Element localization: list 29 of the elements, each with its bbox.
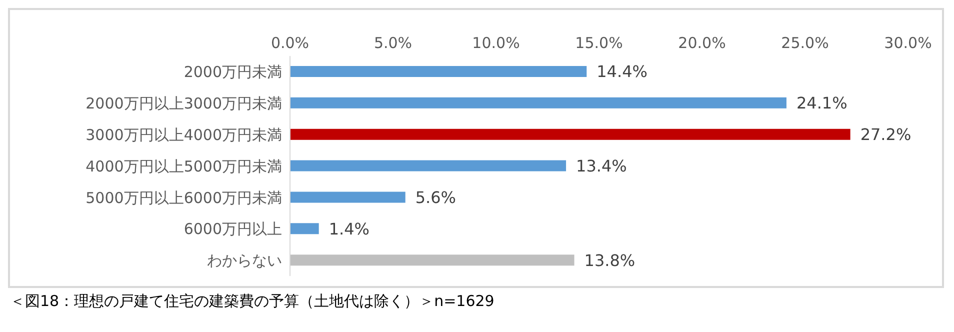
- x-tick-label: 10.0%: [472, 34, 520, 52]
- y-tick-label: 4000万円以上5000万円未満: [86, 157, 282, 176]
- x-tick-label: 25.0%: [781, 34, 829, 52]
- y-tick-label: 3000万円以上4000万円未満: [86, 126, 282, 144]
- data-label: 14.4%: [596, 62, 648, 82]
- data-label: 27.2%: [860, 125, 912, 144]
- y-tick-label: 5000万円以上6000万円未満: [86, 188, 282, 207]
- bar: [290, 254, 574, 266]
- data-label: 1.4%: [328, 219, 370, 238]
- y-tick-label: わからない: [207, 252, 282, 270]
- data-label: 13.4%: [576, 156, 627, 176]
- data-label: 13.8%: [584, 250, 636, 270]
- data-label: 24.1%: [796, 94, 848, 113]
- x-tick-label: 30.0%: [884, 34, 932, 52]
- x-tick-label: 5.0%: [374, 34, 412, 52]
- y-tick-label: 2000万円未満: [184, 63, 282, 82]
- bar: [290, 66, 587, 77]
- bar: [290, 223, 319, 234]
- bar: [290, 192, 406, 203]
- bar: [290, 128, 850, 140]
- bar: [290, 160, 566, 172]
- data-label: 5.6%: [415, 188, 456, 207]
- bar: [290, 97, 786, 108]
- x-tick-label: 20.0%: [678, 34, 726, 52]
- y-tick-label: 6000万円以上: [184, 220, 282, 238]
- x-tick-label: 0.0%: [270, 34, 310, 52]
- text: ＜図18：理想の戸建て住宅の建築費の予算（土地代は除く）＞n=1629: [10, 292, 496, 311]
- y-tick-label: 2000万円以上3000万円未満: [86, 94, 282, 112]
- x-tick-label: 15.0%: [575, 34, 623, 52]
